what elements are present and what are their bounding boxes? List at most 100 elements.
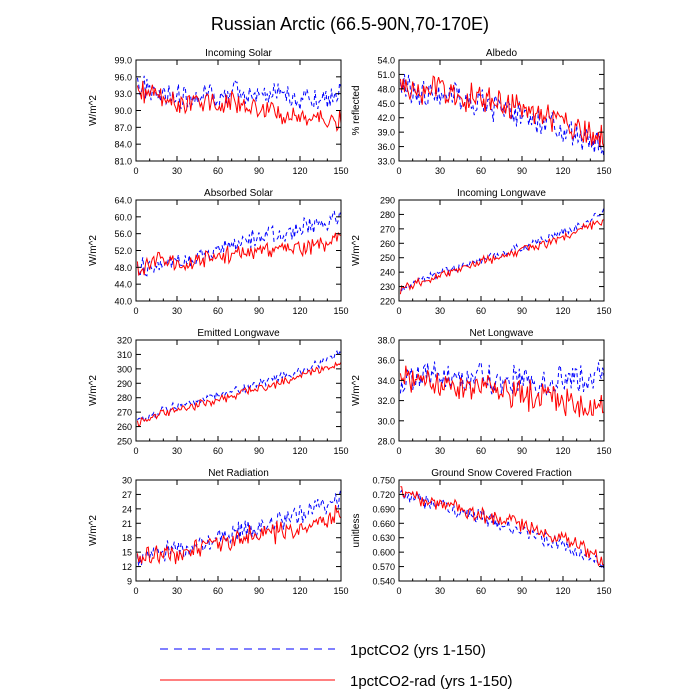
y-tick-label-ground-snow-covered-fraction: 0.570 — [372, 562, 395, 572]
x-tick-label-emitted-longwave: 90 — [254, 446, 264, 456]
y-tick-label-ground-snow-covered-fraction: 0.720 — [372, 490, 395, 500]
x-tick-label-incoming-solar: 30 — [172, 166, 182, 176]
series-line-1pctco2-incoming-solar — [136, 75, 342, 110]
x-tick-label-incoming-solar: 150 — [333, 166, 348, 176]
panel-title-net-radiation: Net Radiation — [208, 468, 269, 479]
panel-title-albedo: Albedo — [486, 48, 518, 59]
y-tick-label-albedo: 51.0 — [377, 70, 395, 80]
y-tick-label-ground-snow-covered-fraction: 0.660 — [372, 519, 395, 529]
panel-net-radiation: Net Radiation W/m^2 0 30 60 90 120 150 9 12 15 18 21… — [88, 468, 349, 596]
y-tick-label-incoming-solar: 84.0 — [114, 140, 132, 150]
y-tick-label-emitted-longwave: 320 — [117, 336, 132, 346]
series-line-1pctco2-net-longwave — [399, 361, 605, 398]
y-tick-label-albedo: 39.0 — [377, 128, 395, 138]
x-tick-label-absorbed-solar: 0 — [133, 306, 138, 316]
x-tick-label-net-longwave: 150 — [596, 446, 611, 456]
y-tick-label-net-longwave: 36.0 — [377, 356, 395, 366]
x-tick-label-incoming-solar: 90 — [254, 166, 264, 176]
y-tick-label-incoming-longwave: 240 — [380, 268, 395, 278]
y-tick-label-absorbed-solar: 60.0 — [114, 212, 132, 222]
x-tick-label-emitted-longwave: 0 — [133, 446, 138, 456]
panel-albedo: Albedo % reflected 0 30 60 90 120 150 33.0 36.0 39… — [351, 48, 612, 176]
plot-frame-net-longwave — [398, 339, 605, 442]
x-tick-label-albedo: 150 — [596, 166, 611, 176]
panel-absorbed-solar: Absorbed Solar W/m^2 0 30 60 90 120 150 40.0 44.0… — [88, 188, 349, 316]
y-tick-label-absorbed-solar: 40.0 — [114, 297, 132, 307]
y-tick-label-emitted-longwave: 280 — [117, 393, 132, 403]
y-tick-label-net-radiation: 18 — [122, 533, 132, 543]
y-axis-label-absorbed-solar: W/m^2 — [88, 235, 99, 266]
x-tick-label-emitted-longwave: 60 — [213, 446, 223, 456]
panel-incoming-longwave: Incoming Longwave W/m^2 0 30 60 90 120 150 220 23… — [351, 188, 612, 316]
x-tick-label-incoming-solar: 0 — [133, 166, 138, 176]
y-axis-label-net-radiation: W/m^2 — [88, 515, 99, 546]
y-tick-label-albedo: 33.0 — [377, 157, 395, 167]
panel-title-absorbed-solar: Absorbed Solar — [204, 188, 274, 199]
y-axis-label-incoming-longwave: W/m^2 — [351, 235, 362, 266]
panel-ground-snow-covered-fraction: Ground Snow Covered Fraction unitless 0 30 6… — [351, 468, 612, 596]
y-tick-label-incoming-solar: 99.0 — [114, 56, 132, 66]
panel-title-incoming-longwave: Incoming Longwave — [457, 188, 546, 199]
y-tick-label-net-radiation: 27 — [122, 490, 132, 500]
panel-incoming-solar: Incoming Solar W/m^2 0 30 60 90 120 150 81.0 84.0… — [88, 48, 349, 176]
y-tick-label-ground-snow-covered-fraction: 0.690 — [372, 504, 395, 514]
x-tick-label-albedo: 60 — [476, 166, 486, 176]
series-line-1pctco2-emitted-longwave — [137, 350, 342, 424]
series-line-1pctco2-rad-incoming-solar — [136, 80, 342, 132]
x-tick-label-incoming-solar: 60 — [213, 166, 223, 176]
x-tick-label-net-radiation: 0 — [133, 586, 138, 596]
plot-frame-emitted-longwave — [135, 339, 342, 442]
y-tick-label-net-radiation: 12 — [122, 562, 132, 572]
x-tick-label-net-longwave: 90 — [517, 446, 527, 456]
x-tick-label-albedo: 120 — [555, 166, 570, 176]
y-tick-label-incoming-longwave: 280 — [380, 210, 395, 220]
y-tick-label-absorbed-solar: 44.0 — [114, 280, 132, 290]
y-axis-label-emitted-longwave: W/m^2 — [88, 375, 99, 406]
y-tick-label-net-radiation: 30 — [122, 476, 132, 486]
y-tick-label-incoming-longwave: 270 — [380, 224, 395, 234]
x-tick-label-net-radiation: 150 — [333, 586, 348, 596]
y-tick-label-net-longwave: 28.0 — [377, 437, 395, 447]
y-tick-label-emitted-longwave: 260 — [117, 422, 132, 432]
y-tick-label-net-longwave: 34.0 — [377, 376, 395, 386]
y-tick-label-net-longwave: 32.0 — [377, 396, 395, 406]
x-tick-label-absorbed-solar: 30 — [172, 306, 182, 316]
plot-frame-incoming-solar — [135, 59, 342, 162]
plot-frame-incoming-longwave — [398, 199, 605, 302]
y-axis-label-net-longwave: W/m^2 — [351, 375, 362, 406]
x-tick-label-incoming-longwave: 90 — [517, 306, 527, 316]
y-tick-label-albedo: 36.0 — [377, 142, 395, 152]
x-tick-label-ground-snow-covered-fraction: 60 — [476, 586, 486, 596]
x-tick-label-ground-snow-covered-fraction: 120 — [555, 586, 570, 596]
y-tick-label-incoming-longwave: 230 — [380, 282, 395, 292]
y-tick-label-net-longwave: 30.0 — [377, 416, 395, 426]
x-tick-label-incoming-solar: 120 — [292, 166, 307, 176]
y-tick-label-incoming-solar: 87.0 — [114, 123, 132, 133]
y-tick-label-ground-snow-covered-fraction: 0.540 — [372, 577, 395, 587]
y-tick-label-ground-snow-covered-fraction: 0.630 — [372, 533, 395, 543]
x-tick-label-net-radiation: 120 — [292, 586, 307, 596]
x-tick-label-emitted-longwave: 120 — [292, 446, 307, 456]
x-tick-label-absorbed-solar: 60 — [213, 306, 223, 316]
x-tick-label-net-longwave: 30 — [435, 446, 445, 456]
x-tick-label-net-longwave: 60 — [476, 446, 486, 456]
legend-label-1pctco2-rad: 1pctCO2-rad (yrs 1-150) — [350, 673, 513, 690]
y-tick-label-emitted-longwave: 290 — [117, 379, 132, 389]
y-tick-label-absorbed-solar: 52.0 — [114, 246, 132, 256]
x-tick-label-ground-snow-covered-fraction: 0 — [396, 586, 401, 596]
x-tick-label-incoming-longwave: 30 — [435, 306, 445, 316]
y-tick-label-albedo: 48.0 — [377, 84, 395, 94]
x-tick-label-incoming-longwave: 0 — [396, 306, 401, 316]
y-tick-label-incoming-solar: 90.0 — [114, 106, 132, 116]
y-tick-label-incoming-solar: 93.0 — [114, 89, 132, 99]
y-tick-label-net-radiation: 9 — [127, 577, 132, 587]
y-tick-label-emitted-longwave: 310 — [117, 350, 132, 360]
panel-emitted-longwave: Emitted Longwave W/m^2 0 30 60 90 120 150 250 260… — [88, 328, 349, 456]
y-tick-label-absorbed-solar: 64.0 — [114, 196, 132, 206]
legend-label-1pctco2: 1pctCO2 (yrs 1-150) — [350, 642, 486, 659]
y-tick-label-emitted-longwave: 300 — [117, 364, 132, 374]
plot-frame-albedo — [398, 59, 605, 162]
series-line-1pctco2-rad-net-longwave — [399, 365, 605, 418]
x-tick-label-ground-snow-covered-fraction: 30 — [435, 586, 445, 596]
